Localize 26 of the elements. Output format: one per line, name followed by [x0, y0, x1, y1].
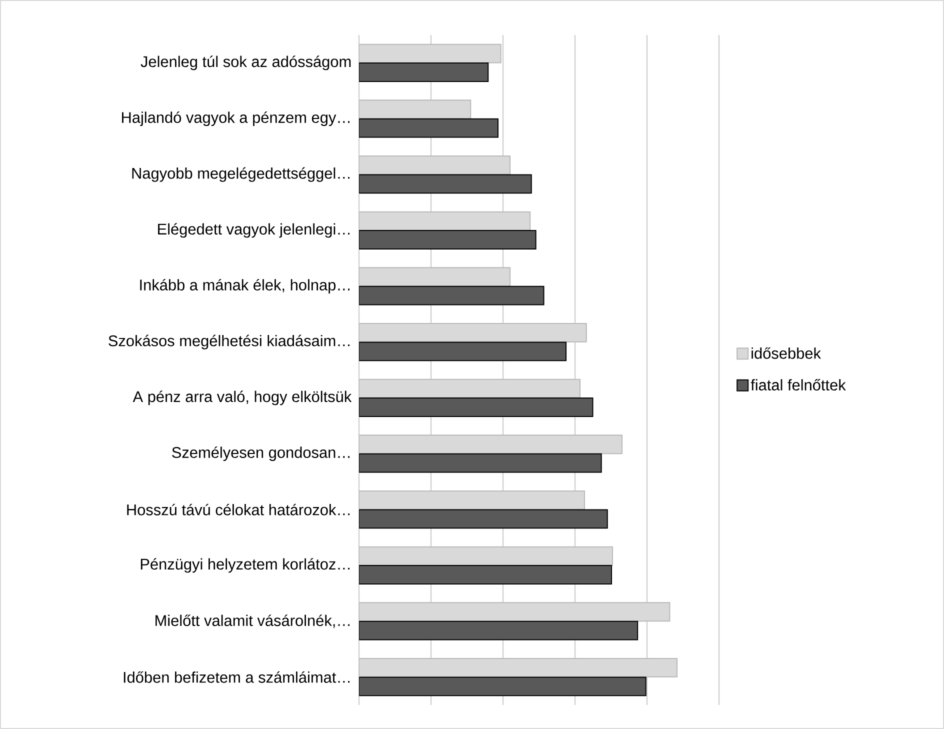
legend-label: fiatal felnőttek: [750, 378, 846, 390]
y-tick-label: Szokásos megélhetési kiadásaim…: [108, 334, 350, 350]
bar: [359, 118, 498, 138]
bar: [359, 342, 567, 362]
y-tick-label: Pénzügyi helyzetem korlátoz…: [140, 558, 350, 573]
bar: [359, 62, 489, 82]
bar: [359, 676, 646, 696]
bar: [359, 398, 594, 417]
bar: [359, 509, 608, 529]
y-tick-label: Nagyobb megelégedettséggel…: [132, 167, 350, 182]
y-tick-label: A pénz arra való, hogy elköltsük: [132, 390, 352, 406]
y-tick-label: Mielőtt valamit vásárolnék,…: [156, 614, 350, 628]
y-tick-label: Hosszú távú célokat határozok…: [127, 504, 350, 516]
bar: [359, 286, 544, 306]
y-tick-label: Jelenleg túl sok az adósságom: [140, 56, 351, 70]
y-tick-label: Inkább a mának élek, holnap…: [140, 278, 350, 294]
bar: [359, 453, 602, 473]
bar: [359, 230, 536, 250]
legend-label: idősebbek: [752, 347, 821, 359]
y-tick-label: Személyesen gondosan…: [172, 446, 350, 462]
bar: [359, 174, 532, 194]
bar: [359, 620, 638, 640]
y-tick-label: Elégedett vagyok jelenlegi…: [158, 223, 350, 238]
bar: [359, 565, 612, 584]
y-tick-label: Időben befizetem a számláimat…: [124, 671, 350, 683]
y-tick-label: Hajlandó vagyok a pénzem egy…: [122, 111, 350, 126]
